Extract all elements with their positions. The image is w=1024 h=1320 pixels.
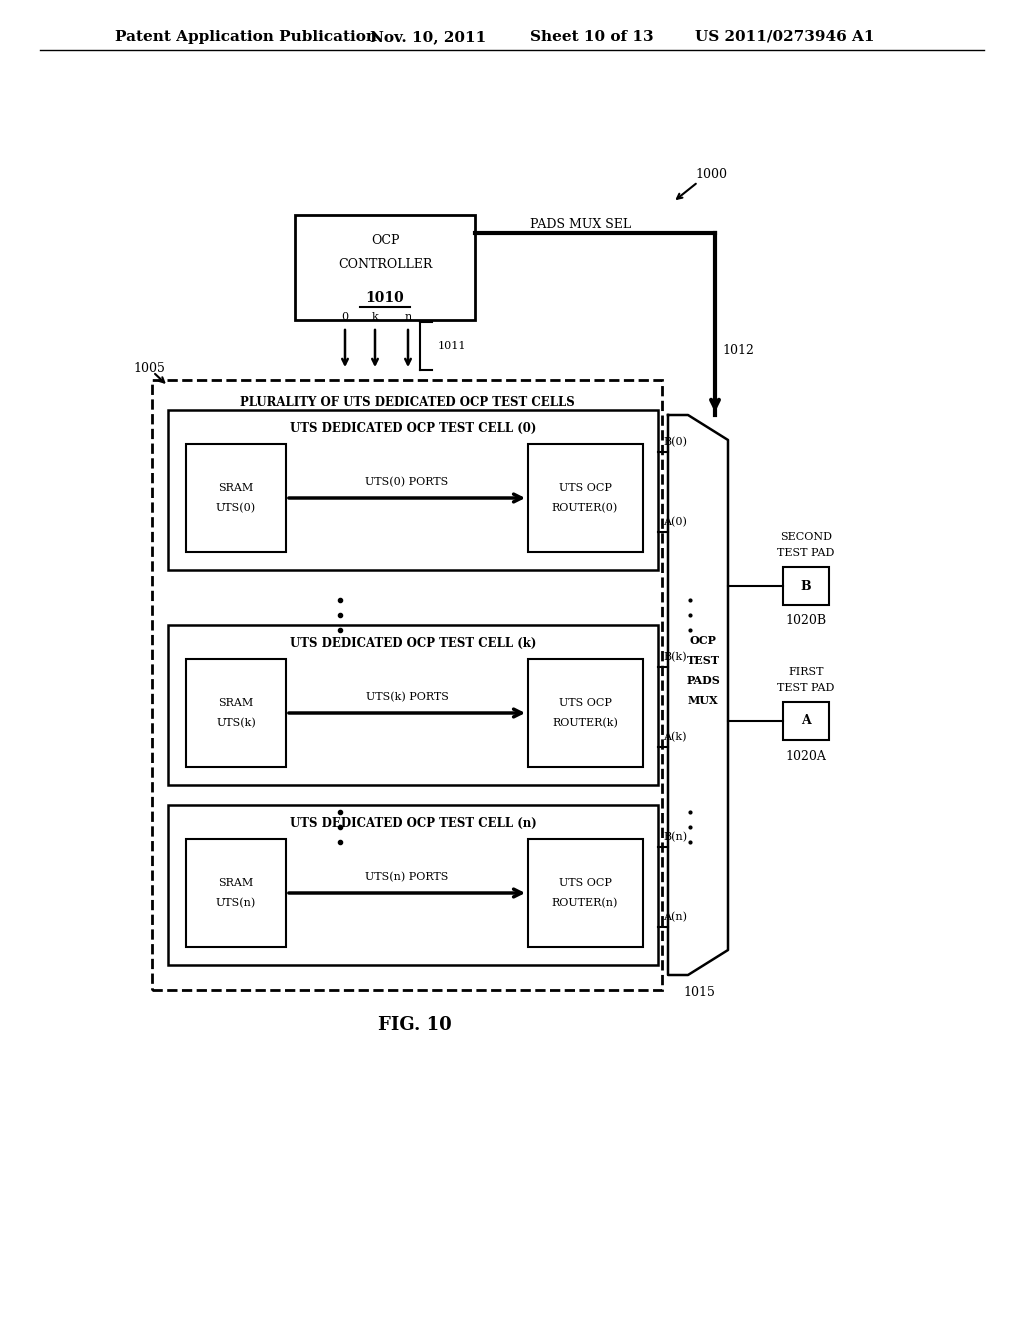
Text: PADS MUX SEL: PADS MUX SEL [530, 219, 631, 231]
FancyBboxPatch shape [186, 840, 286, 946]
Text: k: k [372, 312, 379, 322]
Text: Patent Application Publication: Patent Application Publication [115, 30, 377, 44]
Text: 1000: 1000 [695, 169, 727, 181]
FancyBboxPatch shape [168, 411, 658, 570]
Text: 1011: 1011 [438, 341, 467, 351]
Text: Sheet 10 of 13: Sheet 10 of 13 [530, 30, 653, 44]
Text: ROUTER(k): ROUTER(k) [552, 718, 617, 729]
Text: UTS DEDICATED OCP TEST CELL (k): UTS DEDICATED OCP TEST CELL (k) [290, 636, 537, 649]
Text: A(k): A(k) [663, 731, 686, 742]
Text: UTS(k): UTS(k) [216, 718, 256, 729]
Text: MUX: MUX [688, 694, 718, 705]
Text: UTS DEDICATED OCP TEST CELL (0): UTS DEDICATED OCP TEST CELL (0) [290, 421, 537, 434]
Text: 1010: 1010 [366, 290, 404, 305]
Text: PLURALITY OF UTS DEDICATED OCP TEST CELLS: PLURALITY OF UTS DEDICATED OCP TEST CELL… [240, 396, 574, 408]
Text: A(n): A(n) [663, 912, 687, 923]
Text: 1020B: 1020B [785, 615, 826, 627]
Text: FIG. 10: FIG. 10 [378, 1016, 452, 1034]
FancyBboxPatch shape [528, 659, 643, 767]
FancyBboxPatch shape [783, 702, 829, 741]
Text: TEST PAD: TEST PAD [777, 682, 835, 693]
Text: Nov. 10, 2011: Nov. 10, 2011 [370, 30, 486, 44]
Text: SRAM: SRAM [218, 878, 254, 888]
Text: ROUTER(n): ROUTER(n) [552, 898, 618, 908]
Text: n: n [404, 312, 412, 322]
FancyBboxPatch shape [295, 215, 475, 319]
FancyBboxPatch shape [186, 659, 286, 767]
Text: 1005: 1005 [133, 362, 165, 375]
Text: TEST PAD: TEST PAD [777, 548, 835, 558]
Text: US 2011/0273946 A1: US 2011/0273946 A1 [695, 30, 874, 44]
Text: SECOND: SECOND [780, 532, 831, 543]
Text: B(k): B(k) [663, 652, 687, 663]
Text: UTS DEDICATED OCP TEST CELL (n): UTS DEDICATED OCP TEST CELL (n) [290, 817, 537, 829]
Text: UTS(0) PORTS: UTS(0) PORTS [366, 477, 449, 487]
Text: FIRST: FIRST [788, 667, 823, 677]
Text: 1012: 1012 [722, 343, 754, 356]
Text: UTS OCP: UTS OCP [558, 878, 611, 888]
Text: UTS(n) PORTS: UTS(n) PORTS [366, 871, 449, 882]
Text: UTS(n): UTS(n) [216, 898, 256, 908]
Text: 1015: 1015 [683, 986, 715, 999]
FancyBboxPatch shape [783, 568, 829, 605]
Text: UTS(k) PORTS: UTS(k) PORTS [366, 692, 449, 702]
FancyBboxPatch shape [168, 805, 658, 965]
Text: 0: 0 [341, 312, 348, 322]
FancyBboxPatch shape [168, 624, 658, 785]
Text: OCP: OCP [689, 635, 717, 645]
FancyBboxPatch shape [528, 444, 643, 552]
FancyBboxPatch shape [186, 444, 286, 552]
Text: A(0): A(0) [663, 517, 687, 527]
Text: ROUTER(0): ROUTER(0) [552, 503, 618, 513]
Text: SRAM: SRAM [218, 698, 254, 708]
Text: UTS OCP: UTS OCP [558, 698, 611, 708]
Text: B(0): B(0) [663, 437, 687, 447]
Text: UTS(0): UTS(0) [216, 503, 256, 513]
Text: A: A [801, 714, 811, 727]
Text: OCP: OCP [371, 234, 399, 247]
Text: B: B [801, 579, 811, 593]
Text: PADS: PADS [686, 675, 720, 685]
Text: CONTROLLER: CONTROLLER [338, 259, 432, 272]
Text: UTS OCP: UTS OCP [558, 483, 611, 492]
Text: B(n): B(n) [663, 832, 687, 842]
Text: 1020A: 1020A [785, 750, 826, 763]
FancyBboxPatch shape [528, 840, 643, 946]
Text: TEST: TEST [686, 655, 720, 665]
Text: SRAM: SRAM [218, 483, 254, 492]
FancyBboxPatch shape [152, 380, 662, 990]
